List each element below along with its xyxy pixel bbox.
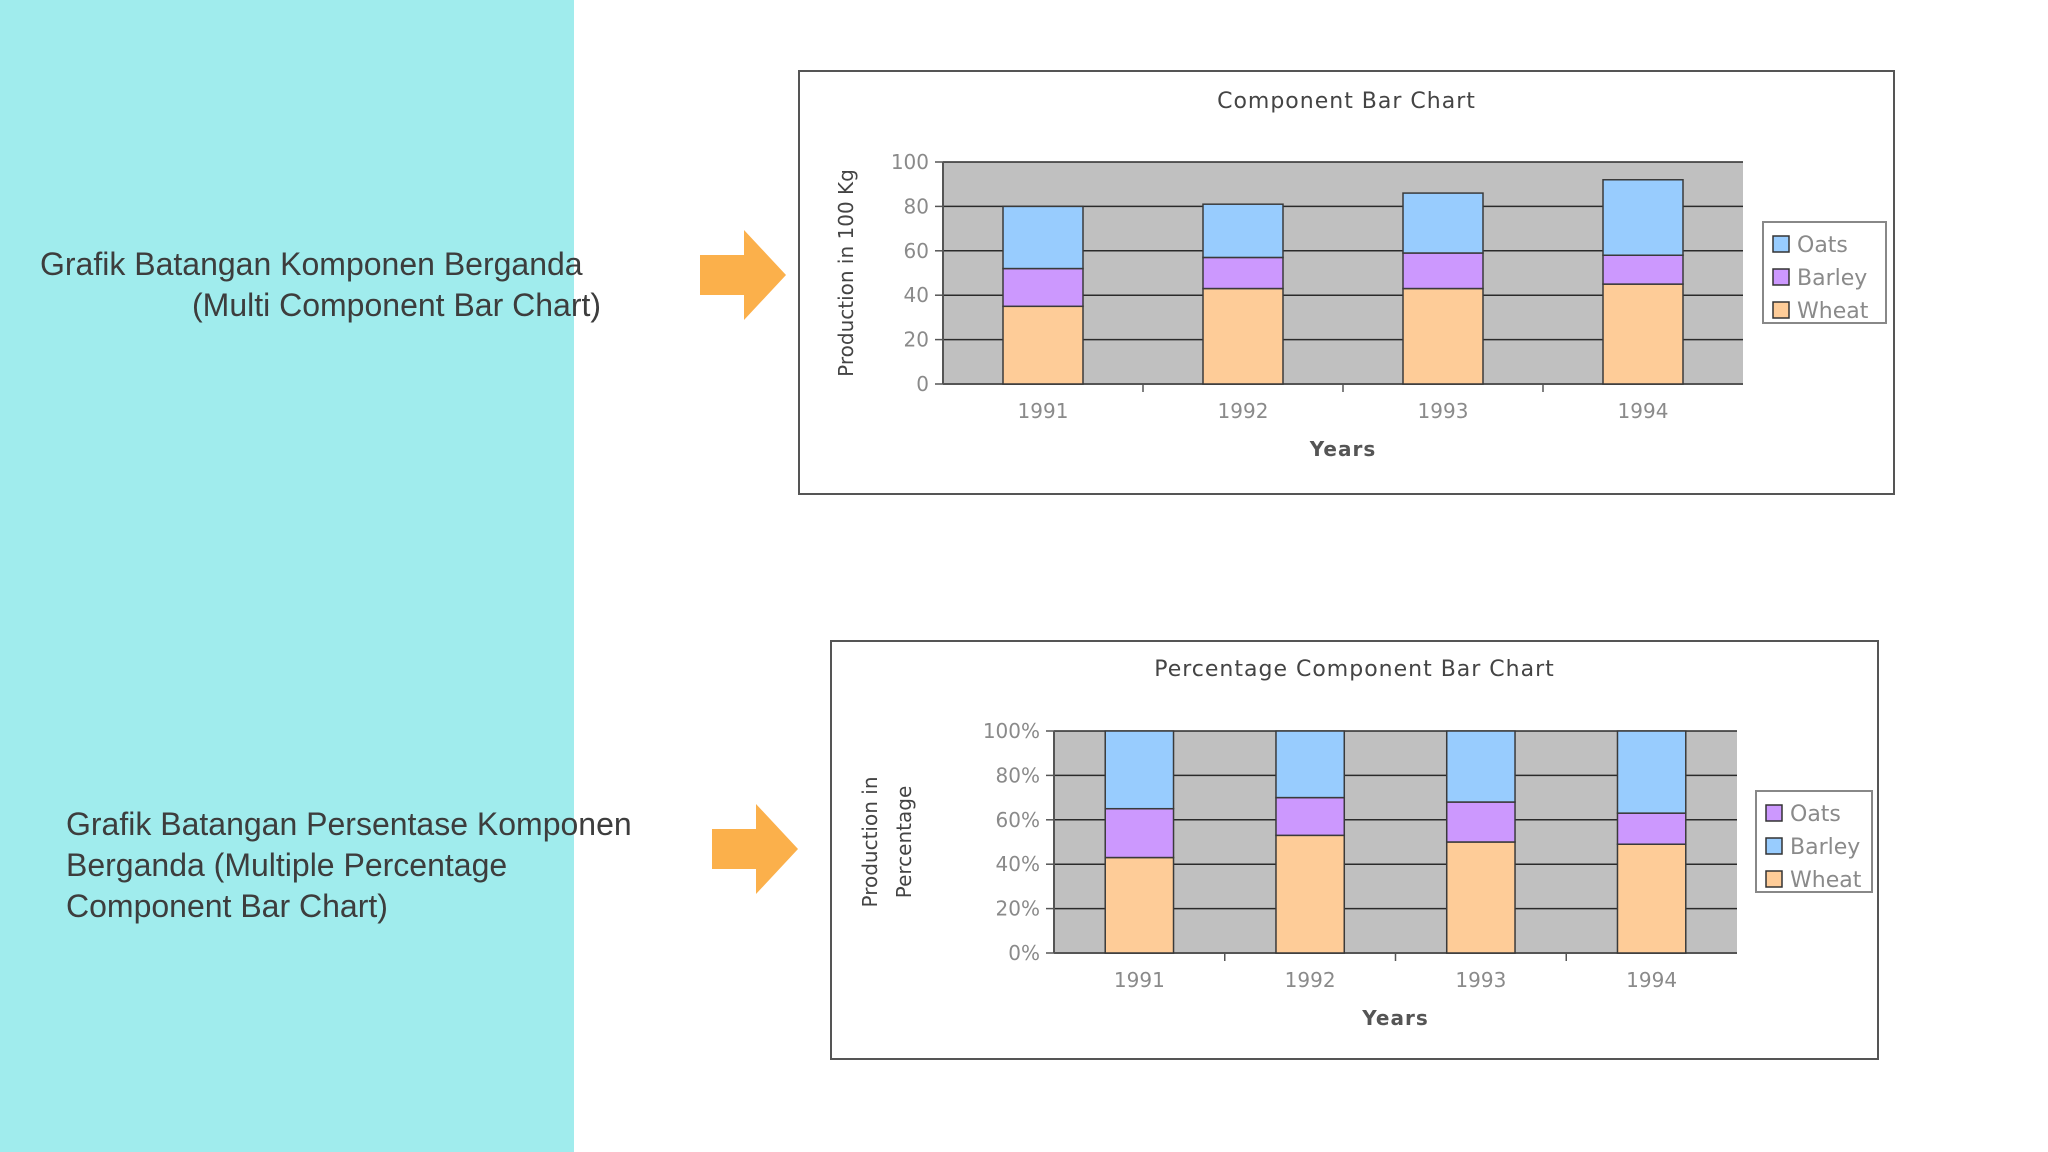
bar-barley-1991 [1104, 807, 1175, 859]
x-tick-label: 1993 [1418, 399, 1469, 423]
y-tick-label: 40% [996, 852, 1040, 876]
x-axis-label: Years [1361, 1006, 1428, 1030]
y-tick-label: 60 [904, 239, 929, 263]
y-tick-label: 40 [904, 283, 929, 307]
y-tick-label: 100% [983, 719, 1040, 743]
bar-barley-1994 [1602, 254, 1684, 285]
x-tick-label: 1992 [1218, 399, 1269, 423]
bar-oats-1994 [1602, 179, 1684, 256]
y-axis-label-line: Percentage [892, 786, 916, 899]
bar-barley-1992 [1275, 796, 1346, 837]
legend-entry-wheat: Wheat [1797, 299, 1869, 324]
legend-entry-wheat: Wheat [1790, 868, 1862, 893]
x-tick-label: 1991 [1114, 968, 1165, 992]
legend-swatch-barley [1772, 268, 1790, 286]
bar-oats-1993 [1445, 730, 1516, 803]
x-tick-label: 1994 [1618, 399, 1669, 423]
y-tick-label: 20 [904, 328, 929, 352]
caption-percentage-component-line2: Berganda (Multiple Percentage [66, 847, 508, 883]
y-tick-label: 80% [996, 763, 1040, 787]
legend-swatch-wheat [1765, 870, 1783, 888]
bar-oats-1992 [1202, 203, 1284, 259]
caption-multi-component-line2: (Multi Component Bar Chart) [192, 287, 602, 323]
bar-wheat-1993 [1402, 287, 1484, 385]
legend-swatch-oats [1765, 804, 1783, 822]
y-axis-label: Production in 100 Kg [834, 169, 858, 377]
x-axis-label: Years [1309, 437, 1376, 461]
caption-percentage-component-line3: Component Bar Chart) [66, 888, 388, 924]
arrow-right-icon [712, 804, 798, 894]
bar-oats-1993 [1402, 192, 1484, 254]
y-axis-label-line: Production in [858, 777, 882, 908]
y-tick-label: 80 [904, 194, 929, 218]
bar-oats-1991 [1002, 205, 1084, 270]
legend-swatch-barley [1765, 837, 1783, 855]
x-tick-label: 1994 [1626, 968, 1677, 992]
legend-entry-oats: Oats [1790, 802, 1841, 827]
x-tick-label: 1993 [1455, 968, 1506, 992]
y-tick-label: 100 [891, 150, 929, 174]
chart-title: Component Bar Chart [1217, 89, 1476, 114]
caption-multi-component-line1: Grafik Batangan Komponen Berganda [40, 246, 583, 282]
bar-oats-1991 [1104, 730, 1175, 810]
bar-wheat-1993 [1445, 841, 1516, 954]
y-tick-label: 0% [1008, 941, 1040, 965]
legend-swatch-wheat [1772, 301, 1790, 319]
bar-oats-1994 [1616, 730, 1687, 814]
bar-wheat-1994 [1602, 283, 1684, 385]
caption-multi-component: Grafik Batangan Komponen Berganda (Multi… [40, 244, 640, 326]
legend-entry-barley: Barley [1797, 266, 1867, 291]
y-tick-label: 20% [996, 897, 1040, 921]
x-tick-label: 1991 [1018, 399, 1069, 423]
arrow-right-icon [700, 230, 786, 320]
left-panel [0, 0, 574, 1152]
bar-barley-1993 [1402, 252, 1484, 290]
bar-wheat-1992 [1202, 287, 1284, 385]
bar-wheat-1992 [1275, 834, 1346, 954]
bar-oats-1992 [1275, 730, 1346, 799]
y-tick-label: 60% [996, 808, 1040, 832]
legend-entry-barley: Barley [1790, 835, 1860, 860]
caption-percentage-component-line1: Grafik Batangan Persentase Komponen [66, 806, 632, 842]
bar-barley-1994 [1616, 812, 1687, 845]
caption-percentage-component: Grafik Batangan Persentase Komponen Berg… [66, 804, 706, 927]
y-tick-label: 0 [916, 372, 929, 396]
bar-wheat-1991 [1104, 856, 1175, 954]
x-tick-label: 1992 [1285, 968, 1336, 992]
bar-wheat-1991 [1002, 305, 1084, 385]
chart-title: Percentage Component Bar Chart [1154, 657, 1555, 682]
legend-swatch-oats [1772, 235, 1790, 253]
legend-entry-oats: Oats [1797, 233, 1848, 258]
bar-barley-1993 [1445, 801, 1516, 843]
bar-wheat-1994 [1616, 843, 1687, 954]
